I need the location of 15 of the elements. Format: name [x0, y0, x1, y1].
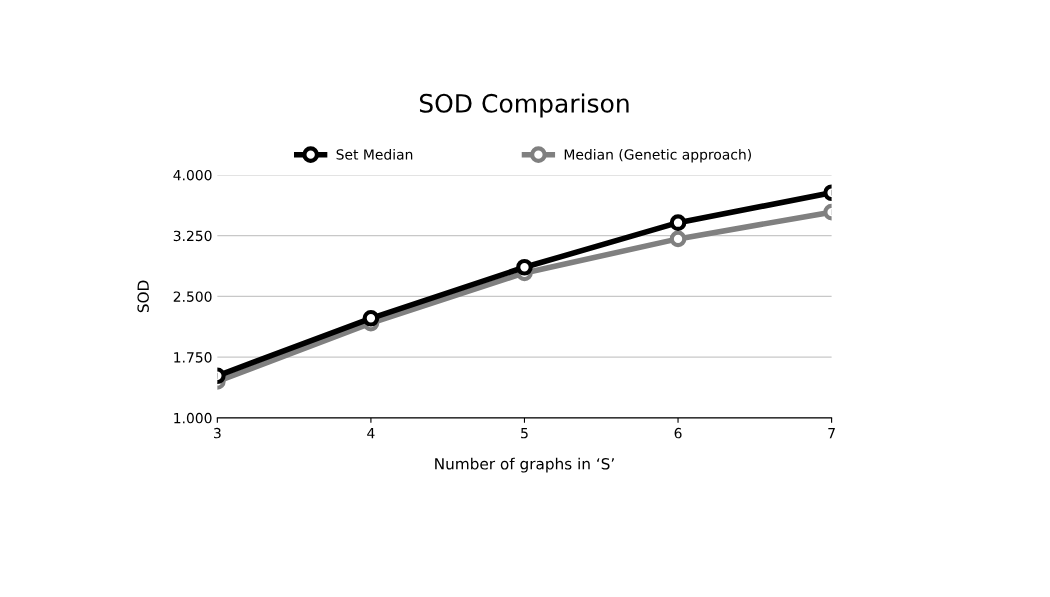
- y-tick-label: 3.250: [173, 230, 212, 242]
- x-tick-label: 4: [367, 428, 375, 439]
- x-tick-label: 3: [213, 427, 221, 439]
- x-tick-label: 7: [828, 428, 835, 439]
- y-tick-label: 1.000: [174, 412, 212, 424]
- x-tick-label: 5: [521, 428, 528, 439]
- y-tick-label: 1.750: [174, 352, 212, 363]
- y-axis-title: SOD: [137, 280, 149, 313]
- legend-label: Median (Genetic approach): [564, 148, 751, 163]
- x-axis-title: Number of graphs in ‘S’: [435, 457, 614, 473]
- y-tick-label: 2.500: [173, 291, 212, 302]
- legend-label: Set Median: [336, 148, 413, 160]
- x-tick-label: 6: [674, 427, 682, 439]
- chart-title: SOD Comparison: [419, 93, 629, 118]
- y-tick-label: 4.000: [173, 169, 212, 181]
